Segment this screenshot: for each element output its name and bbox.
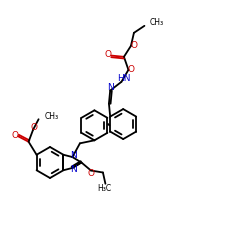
Text: N: N [70, 151, 77, 160]
Text: O: O [12, 131, 18, 140]
Text: H₃C: H₃C [97, 184, 111, 193]
Text: O: O [130, 41, 138, 50]
Text: N: N [70, 165, 77, 174]
Text: O: O [88, 169, 94, 178]
Text: O: O [128, 65, 135, 74]
Text: O: O [105, 50, 112, 59]
Text: HN: HN [117, 74, 130, 83]
Text: O: O [31, 123, 38, 132]
Text: CH₃: CH₃ [44, 112, 59, 121]
Text: CH₃: CH₃ [150, 18, 164, 27]
Text: N: N [107, 83, 114, 92]
